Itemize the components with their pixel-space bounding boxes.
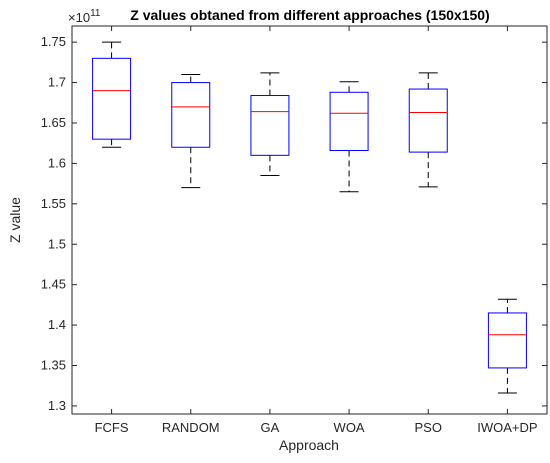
iqr-box [92,57,132,140]
box-iwoa-dp [487,298,527,394]
y-axis: 1.3 1.35 1.4 1.45 1.5 1.55 1.6 1.65 1.7 1.75 [41,34,547,413]
iqr-box [250,95,290,156]
y-tick-label: 1.35 [41,358,66,373]
plot-area [71,25,548,415]
x-tick-label: PSO [415,420,442,435]
y-tick-label: 1.65 [41,115,66,130]
y-exponent-power: 11 [90,8,101,19]
chart-title: Z values obtaned from different approach… [130,7,489,23]
y-tick-label: 1.3 [48,398,66,413]
box-random [171,74,211,189]
y-exponent-label: ×1011 [68,8,101,25]
box-ga [250,72,290,177]
iqr-box [487,312,527,369]
y-tick-label: 1.6 [48,155,66,170]
iqr-box [171,82,211,148]
y-tick-label: 1.45 [41,277,66,292]
x-tick-label: IWOA+DP [477,420,537,435]
y-tick-label: 1.4 [48,317,66,332]
y-tick-label: 1.5 [48,236,66,251]
y-axis-label: Z value [7,197,23,243]
iqr-box [329,91,369,151]
x-tick-label: RANDOM [162,420,220,435]
box-pso [408,72,448,188]
box-woa [329,81,369,193]
x-axis-label: Approach [279,437,339,453]
y-tick-label: 1.7 [48,75,66,90]
x-tick-label: GA [261,420,280,435]
iqr-box [408,88,448,153]
boxes-group [92,41,527,394]
y-tick-label: 1.55 [41,196,66,211]
box-fcfs [92,41,132,148]
x-axis: FCFS RANDOM GA WOA PSO IWOA+DP [95,26,538,435]
x-tick-label: FCFS [95,420,129,435]
y-tick-label: 1.75 [41,34,66,49]
x-tick-label: WOA [334,420,365,435]
